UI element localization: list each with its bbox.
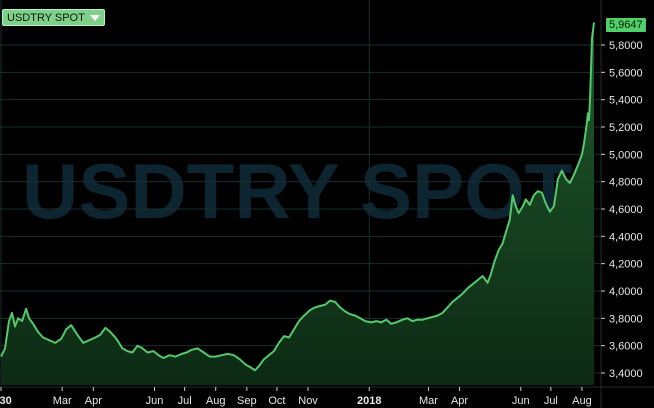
x-tick-label: c 30 [0,395,12,407]
x-tick-label: Nov [298,395,318,407]
watermark-text: USDTRY SPOT [22,147,572,235]
x-tick-label: Jul [178,395,192,407]
x-tick-label: Jun [512,395,530,407]
x-tick-label: Sep [237,395,257,407]
series-line [0,22,595,372]
y-tick-label: 3,8000 [609,313,643,325]
y-tick-label: 3,6000 [609,341,643,353]
x-tick-label: Aug [206,395,226,407]
x-tick-label: Jun [146,395,164,407]
y-tick-label: 5,2000 [609,122,643,134]
ticker-label: USDTRY SPOT [7,11,85,24]
series-area [1,22,594,385]
x-tick-label: Aug [572,395,592,407]
y-tick-label: 5,4000 [609,95,643,107]
dropdown-arrow-icon[interactable] [89,15,100,21]
y-tick-label: 4,6000 [609,204,643,216]
last-price-badge: 5,9647 [606,18,646,32]
y-tick-label: 3,4000 [609,368,643,380]
x-tick-label: Mar [53,395,72,407]
y-tick-label: 5,0000 [609,149,643,161]
y-tick-label: 4,4000 [609,231,643,243]
x-tick-label: Mar [419,395,438,407]
ticker-selector[interactable]: USDTRY SPOT [2,9,105,26]
y-tick-label: 4,2000 [609,259,643,271]
x-tick-label: Jul [544,395,558,407]
x-tick-label: Apr [451,395,468,407]
x-tick-label: Apr [85,395,102,407]
y-tick-label: 4,0000 [609,286,643,298]
y-tick-label: 5,6000 [609,67,643,79]
y-tick-label: 5,8000 [609,40,643,52]
x-tick-label: Oct [268,395,285,407]
y-tick-label: 4,8000 [609,177,643,189]
x-tick-label: 2018 [357,395,381,407]
